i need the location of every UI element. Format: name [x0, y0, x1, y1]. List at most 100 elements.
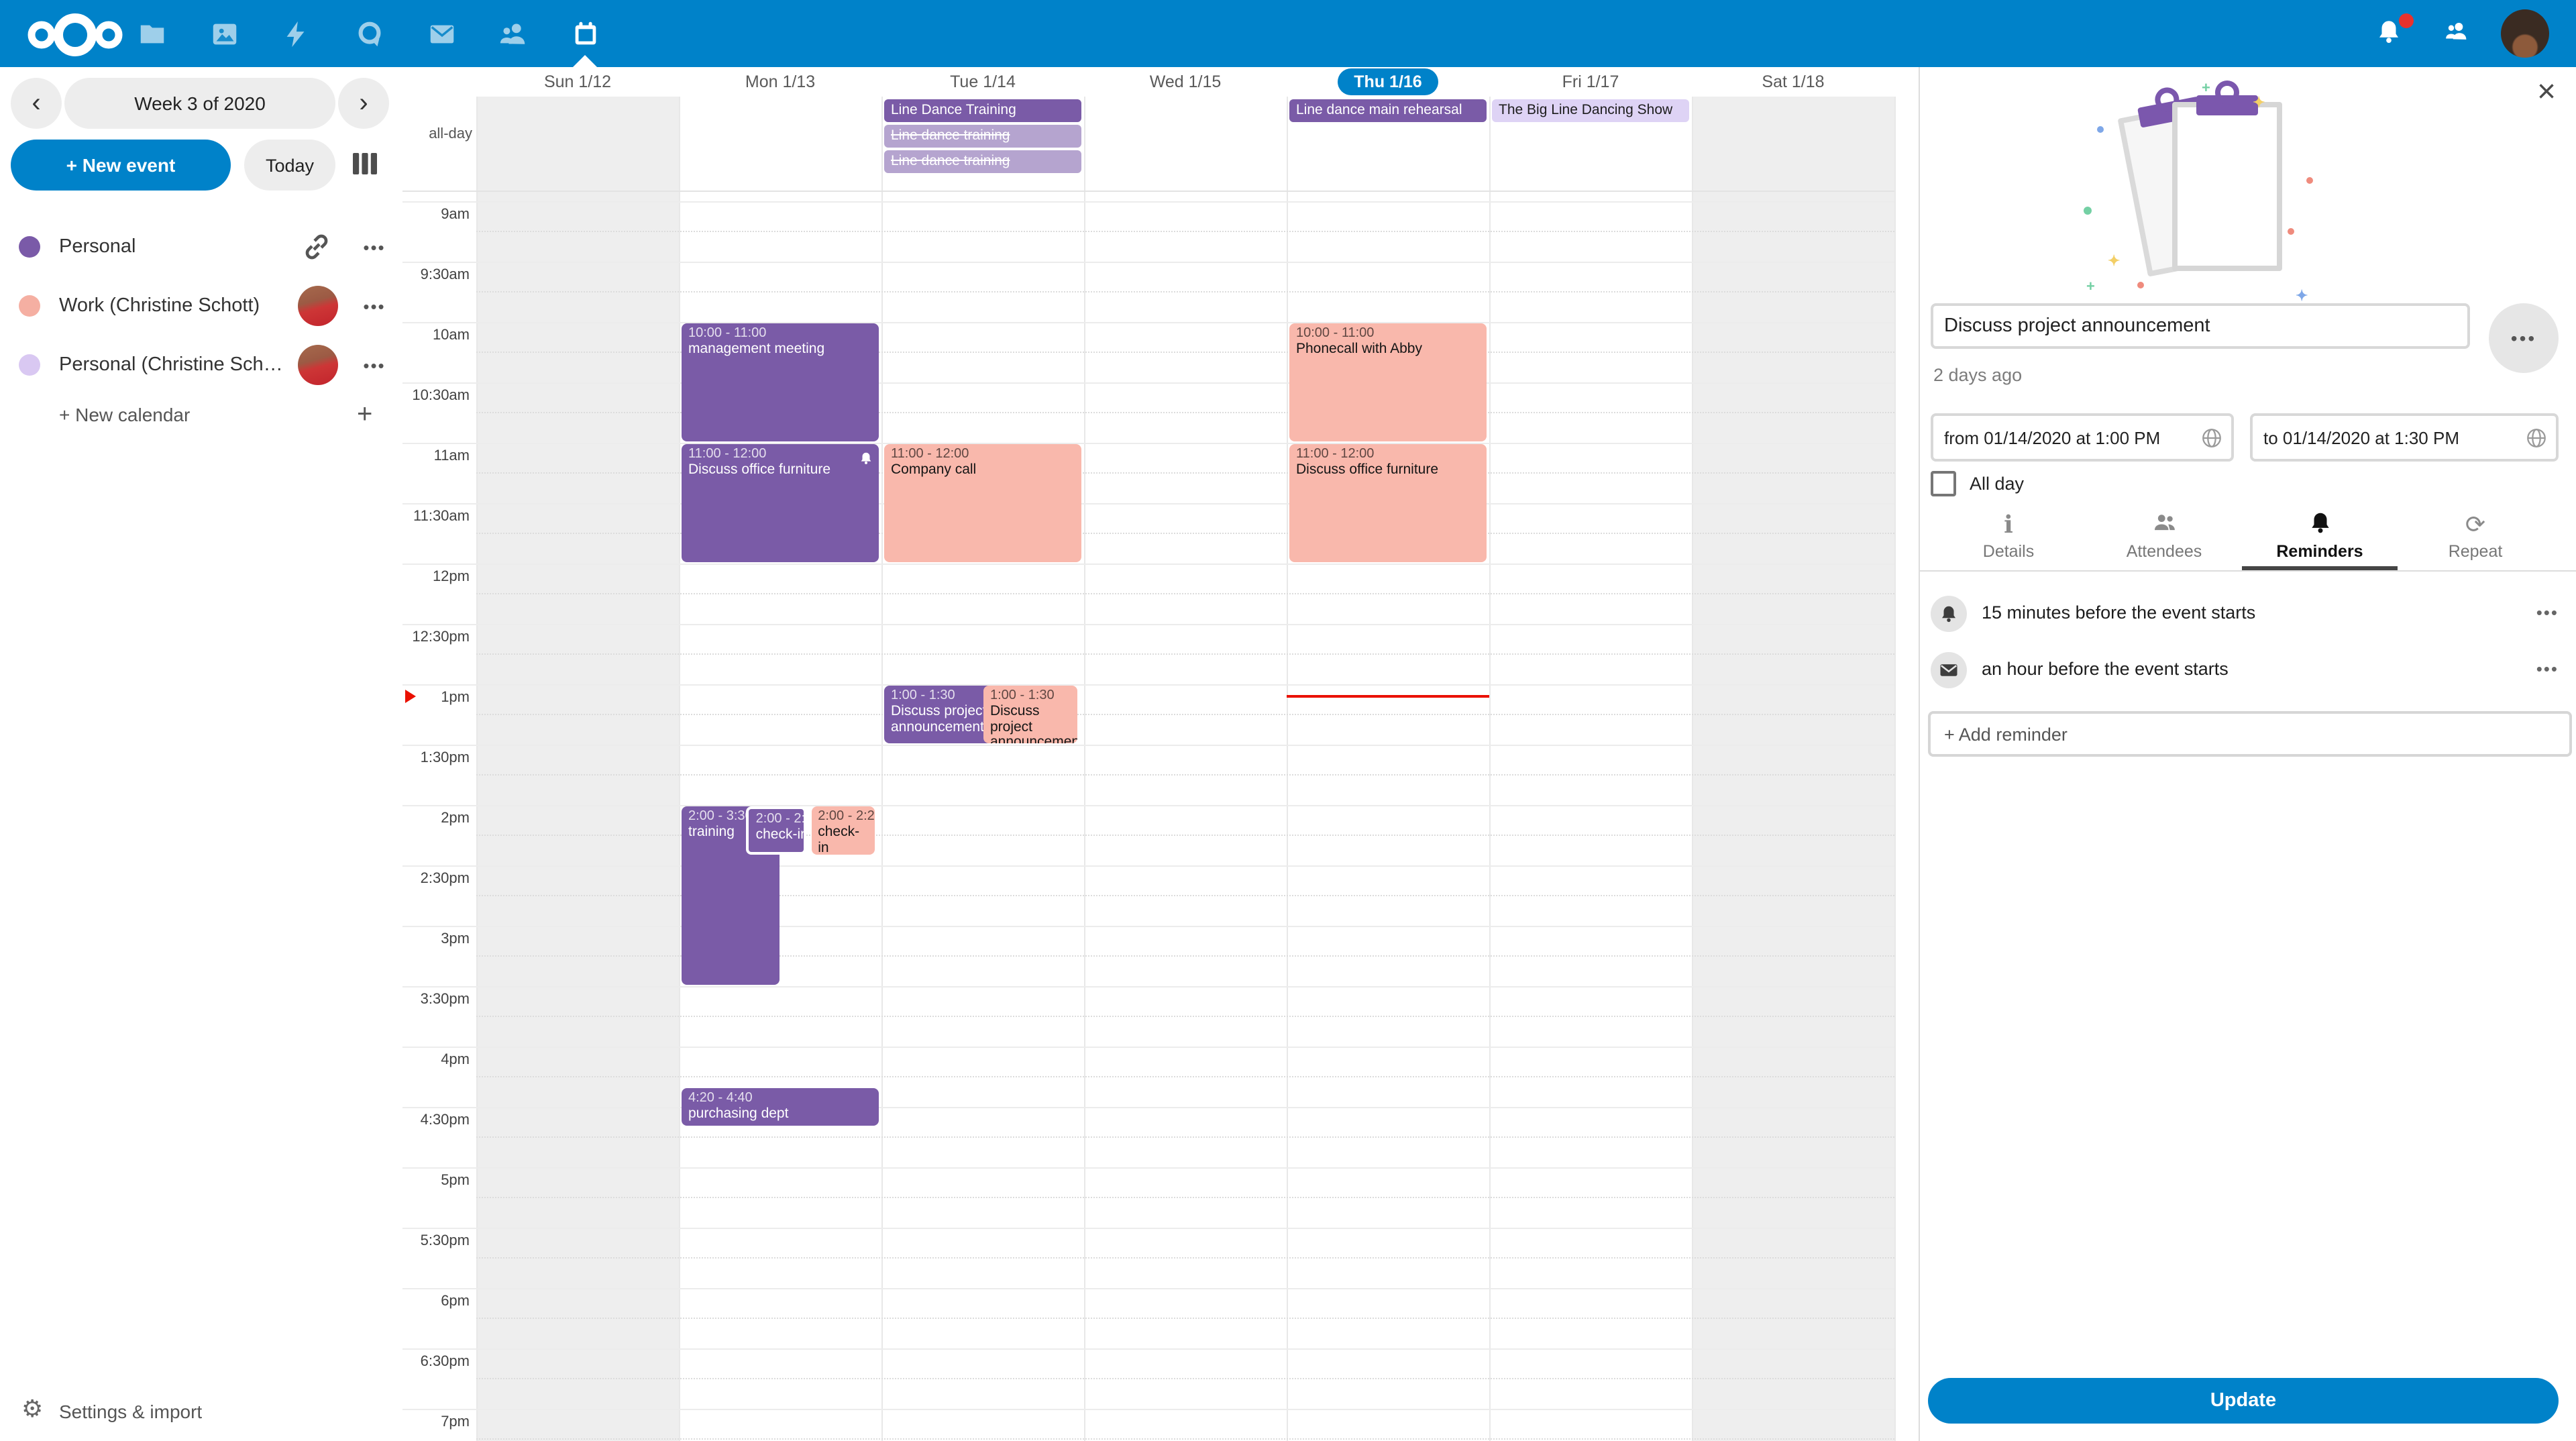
talk-icon[interactable] — [339, 0, 398, 67]
grid-hour-line — [402, 201, 1894, 203]
all-day-checkbox[interactable] — [1931, 470, 1956, 496]
calendar-event[interactable]: 4:20 - 4:40 purchasing dept — [682, 1088, 879, 1126]
previous-week-button[interactable]: ‹ — [11, 78, 62, 129]
all-day-event[interactable]: Line Dance Training — [884, 99, 1081, 122]
timezone-globe-icon — [2527, 428, 2546, 447]
reminder-row: an hour before the event starts ••• — [1931, 647, 2567, 695]
grid-quarter-line — [476, 835, 1894, 836]
event-start-field[interactable]: from 01/14/2020 at 1:00 PM — [1931, 413, 2234, 462]
tab-attendees[interactable]: Attendees — [2086, 507, 2242, 570]
calendar-event[interactable]: 11:00 - 12:00 Discuss office furniture — [1289, 444, 1487, 562]
time-axis-label: 5pm — [441, 1173, 470, 1189]
time-axis-label: 9am — [441, 207, 470, 223]
close-icon[interactable]: × — [2536, 74, 2556, 110]
grid-hour-line — [402, 1409, 1894, 1410]
new-calendar-button[interactable]: + New calendar + — [0, 394, 402, 440]
event-end-field[interactable]: to 01/14/2020 at 1:30 PM — [2250, 413, 2559, 462]
notifications-bell-icon[interactable] — [2375, 13, 2414, 52]
calendar-event[interactable]: 2:00 - 2:25check-in — [811, 806, 875, 854]
contacts-icon[interactable] — [483, 0, 542, 67]
grid-quarter-line — [476, 653, 1894, 655]
event-title: purchasing dept — [688, 1106, 789, 1122]
grid-column-line — [476, 97, 478, 1441]
calendar-actions-icon[interactable]: ••• — [363, 237, 386, 257]
new-event-button[interactable]: + New event — [11, 140, 231, 191]
files-icon[interactable] — [122, 0, 181, 67]
nextcloud-logo[interactable] — [24, 9, 126, 58]
contacts-menu-icon[interactable] — [2442, 17, 2479, 52]
day-header: Thu 1/16 — [1287, 67, 1489, 97]
clipboard-front — [2172, 81, 2282, 271]
calendar-event[interactable]: 1:00 - 1:30 Discuss project announcement — [983, 686, 1077, 743]
event-reminder-bell-icon — [859, 448, 873, 464]
calendar-event[interactable]: 2:00 - 2:25check-in — [746, 806, 806, 854]
view-mode-icon[interactable] — [349, 148, 384, 182]
event-title: check-in — [818, 824, 860, 855]
calendar-color-dot — [19, 295, 40, 317]
all-day-event[interactable]: Line dance training — [884, 125, 1081, 148]
active-app-indicator — [573, 55, 597, 67]
grid-hour-line — [402, 684, 1894, 686]
time-axis-label: 2pm — [441, 810, 470, 826]
tab-label: Repeat — [2448, 542, 2503, 561]
calendar-event[interactable]: 11:00 - 12:00 Company call — [884, 444, 1081, 562]
update-button[interactable]: Update — [1928, 1378, 2559, 1424]
event-editor-panel: × ✦ ✦ + + ✦ ••• 2 days ago from 01/14/20… — [1919, 67, 2576, 1441]
tab-reminders[interactable]: Reminders — [2242, 507, 2398, 570]
reminder-actions-icon[interactable]: ••• — [2536, 602, 2559, 623]
weekend-shading — [476, 97, 679, 1441]
grid-quarter-line — [476, 955, 1894, 957]
user-avatar[interactable] — [2501, 9, 2549, 58]
all-day-toggle[interactable]: All day — [1931, 470, 2024, 496]
event-actions-button[interactable]: ••• — [2489, 303, 2559, 373]
calendar-actions-icon[interactable]: ••• — [363, 296, 386, 316]
time-axis-label: 12pm — [432, 569, 470, 585]
all-day-event[interactable]: Line dance training — [884, 150, 1081, 173]
photos-icon[interactable] — [195, 0, 254, 67]
reminder-row: 15 minutes before the event starts ••• — [1931, 590, 2567, 639]
notification-dot — [2399, 13, 2414, 28]
event-time-label: 2:00 - 2:25 — [818, 809, 875, 824]
calendar-list-item[interactable]: Work (Christine Schott) ••• — [0, 276, 402, 335]
tab-details[interactable]: ℹ Details — [1931, 507, 2086, 570]
calendar-icon[interactable] — [555, 0, 614, 67]
calendar-list-item[interactable]: Personal ••• — [0, 217, 402, 276]
grid-quarter-line — [476, 533, 1894, 534]
grid-quarter-line — [476, 231, 1894, 232]
calendar-event[interactable]: 10:00 - 11:00 Phonecall with Abby — [1289, 323, 1487, 441]
time-axis-label: 5:30pm — [420, 1233, 470, 1249]
left-sidebar: ‹ Week 3 of 2020 › + New event Today Per… — [0, 67, 402, 1441]
calendar-list-item[interactable]: Personal (Christine Schott) ••• — [0, 335, 402, 394]
event-title: training — [688, 824, 735, 840]
tab-repeat[interactable]: ⟳ Repeat — [2398, 507, 2553, 570]
plus-icon: + — [357, 400, 373, 429]
share-link-icon[interactable] — [301, 231, 333, 263]
grid-column-line — [679, 97, 680, 1441]
add-reminder-field[interactable]: + Add reminder — [1928, 711, 2572, 757]
next-week-button[interactable]: › — [338, 78, 389, 129]
grid-hour-line — [402, 805, 1894, 806]
event-title-input[interactable] — [1931, 303, 2470, 349]
settings-import[interactable]: ⚙ Settings & import — [0, 1389, 402, 1437]
envelope-icon — [1931, 652, 1967, 688]
allday-separator — [402, 191, 1894, 192]
reminder-actions-icon[interactable]: ••• — [2536, 659, 2559, 679]
current-time-arrow-icon — [405, 690, 416, 703]
activity-icon[interactable] — [266, 0, 325, 67]
event-title: check-in — [755, 826, 806, 843]
day-header: Sun 1/12 — [543, 72, 612, 91]
all-day-event[interactable]: Line dance main rehearsal — [1289, 99, 1487, 122]
grid-quarter-line — [476, 1438, 1894, 1440]
grid-quarter-line — [476, 1378, 1894, 1379]
calendar-actions-icon[interactable]: ••• — [363, 355, 386, 375]
calendar-event[interactable]: 11:00 - 12:00 Discuss office furniture — [682, 444, 879, 562]
mail-icon[interactable] — [412, 0, 471, 67]
event-title: management meeting — [688, 341, 825, 357]
all-day-event[interactable]: The Big Line Dancing Show — [1492, 99, 1689, 122]
event-title: Company call — [891, 462, 977, 478]
today-button[interactable]: Today — [244, 140, 335, 191]
clipboard-illustration: ✦ ✦ + + ✦ — [2084, 81, 2376, 305]
time-axis-label: 10am — [432, 327, 470, 343]
calendar-event[interactable]: 10:00 - 11:00 management meeting — [682, 323, 879, 441]
time-axis-label: 2:30pm — [420, 871, 470, 887]
